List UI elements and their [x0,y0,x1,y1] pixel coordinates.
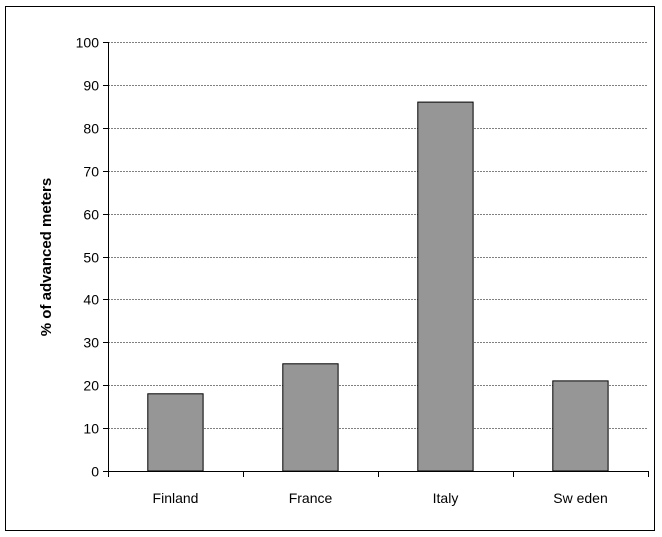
axes [103,42,649,477]
x-tick-label: France [289,490,333,506]
y-tick-label: 20 [83,378,99,394]
bar-france [282,363,339,472]
bar-sw-eden [552,380,609,472]
y-tick-label: 100 [76,35,100,51]
y-tick-label: 50 [83,250,99,266]
y-axis-title: % of advanced meters [38,178,55,336]
y-tick-label: 40 [83,292,99,308]
bar-italy [417,101,474,472]
y-tick-label: 70 [83,164,99,180]
tick-labels: 0 10 20 30 40 50 60 70 80 90 100 Finland France Italy… [76,35,608,507]
x-tick-label: Italy [433,490,459,506]
y-tick-label: 0 [91,464,99,480]
y-tick-label: 80 [83,121,99,137]
bar-finland [147,393,204,472]
gridlines [108,42,648,429]
x-tick-label: Sw eden [553,490,607,506]
bars [147,101,609,472]
y-tick-label: 90 [83,78,99,94]
x-tick-label: Finland [153,490,199,506]
y-tick-label: 30 [83,335,99,351]
y-tick-label: 60 [83,207,99,223]
y-tick-label: 10 [83,421,99,437]
